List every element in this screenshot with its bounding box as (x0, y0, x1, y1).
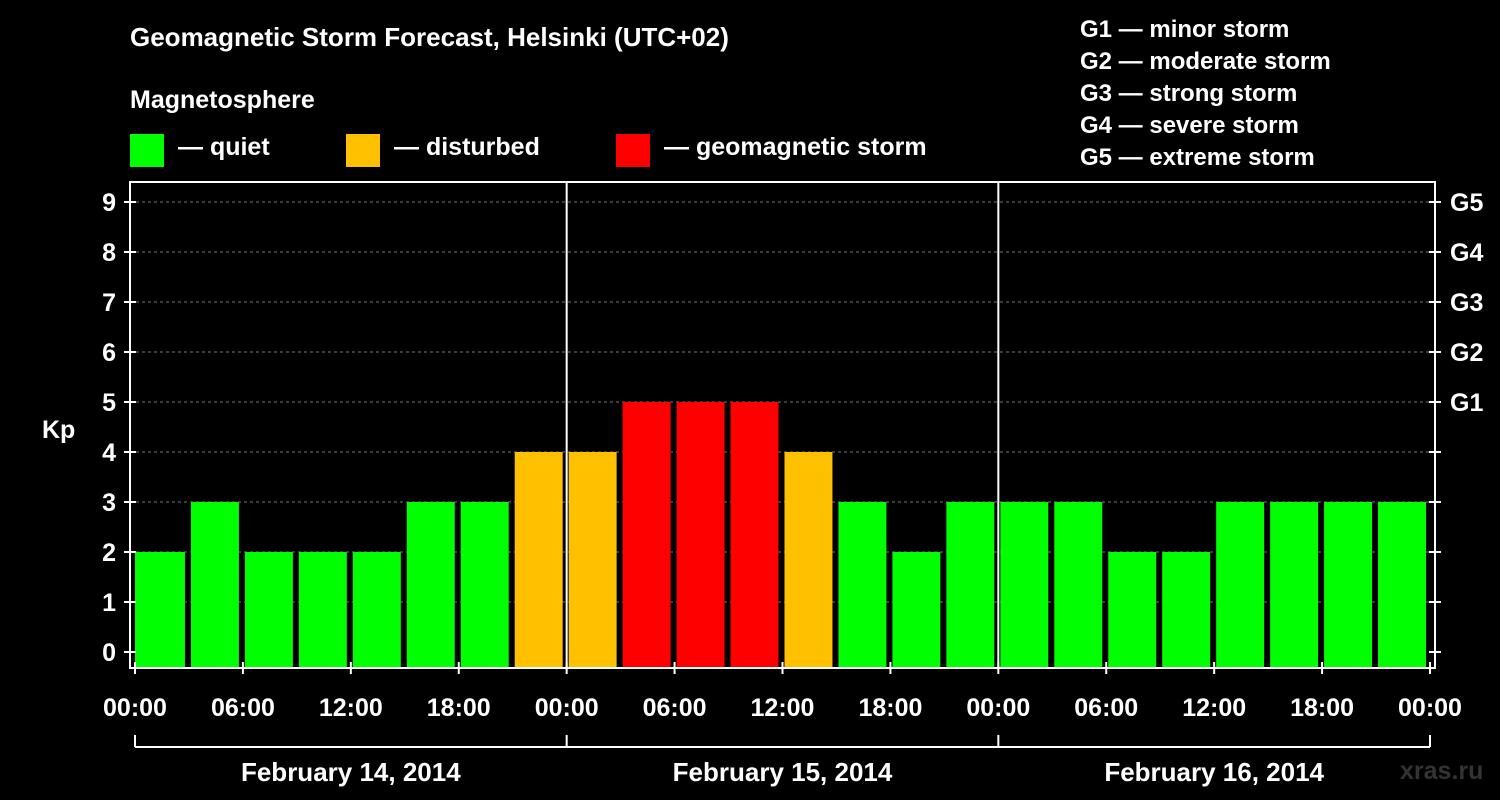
bar-13 (838, 502, 887, 668)
day-label-0: February 14, 2014 (241, 757, 461, 787)
bar-5 (406, 502, 455, 668)
x-tick-label-8: 00:00 (966, 694, 1030, 722)
storm-scale-g1: G1 — minor storm (1080, 16, 1290, 43)
bar-3 (298, 552, 347, 668)
x-tick-label-4: 00:00 (535, 694, 599, 722)
x-tick-label-3: 18:00 (427, 694, 491, 722)
right-axis-label-g4: G4 (1450, 239, 1483, 267)
right-axis-label-g5: G5 (1450, 189, 1483, 217)
bar-22 (1324, 502, 1373, 668)
x-tick-label-10: 12:00 (1182, 694, 1246, 722)
y-tick-label-5: 5 (102, 389, 116, 417)
y-tick-label-3: 3 (102, 489, 116, 517)
x-tick-label-11: 18:00 (1290, 694, 1354, 722)
y-tick-label-7: 7 (102, 289, 116, 317)
bar-11 (730, 402, 779, 668)
bar-8 (568, 452, 617, 668)
x-tick-label-2: 12:00 (319, 694, 383, 722)
bar-19 (1162, 552, 1211, 668)
x-tick-label-7: 18:00 (858, 694, 922, 722)
x-tick-label-0: 00:00 (103, 694, 167, 722)
bar-16 (1000, 502, 1049, 668)
bar-21 (1270, 502, 1319, 668)
bar-18 (1108, 552, 1157, 668)
bar-20 (1216, 502, 1265, 668)
day-label-2: February 16, 2014 (1104, 757, 1324, 787)
legend-title: Magnetosphere (130, 86, 315, 114)
chart-title: Geomagnetic Storm Forecast, Helsinki (UT… (130, 22, 729, 52)
legend-label-storm: — geomagnetic storm (664, 133, 927, 161)
right-axis-label-g2: G2 (1450, 339, 1483, 367)
storm-scale-g2: G2 — moderate storm (1080, 48, 1331, 75)
y-axis-label: Kp (42, 416, 75, 444)
y-tick-label-2: 2 (102, 539, 116, 567)
bar-0 (135, 552, 185, 668)
watermark: xras.ru (1400, 757, 1484, 785)
legend-swatch-quiet (130, 134, 164, 167)
bar-7 (514, 452, 563, 668)
bar-2 (244, 552, 293, 668)
y-tick-label-0: 0 (102, 639, 116, 667)
x-tick-label-5: 06:00 (643, 694, 707, 722)
y-tick-label-1: 1 (102, 589, 116, 617)
y-tick-label-9: 9 (102, 189, 116, 217)
x-tick-label-12: 00:00 (1398, 694, 1462, 722)
legend-label-quiet: — quiet (178, 133, 270, 161)
bar-14 (892, 552, 941, 668)
bar-6 (460, 502, 509, 668)
y-tick-label-8: 8 (102, 239, 116, 267)
bar-12 (784, 452, 833, 668)
legend-swatch-disturbed (346, 134, 380, 167)
storm-scale-g4: G4 — severe storm (1080, 112, 1299, 139)
storm-scale-g3: G3 — strong storm (1080, 80, 1298, 107)
right-axis-label-g3: G3 (1450, 289, 1483, 317)
bar-10 (676, 402, 725, 668)
bar-17 (1054, 502, 1103, 668)
y-tick-label-4: 4 (102, 439, 116, 467)
x-tick-label-9: 06:00 (1074, 694, 1138, 722)
storm-scale-g5: G5 — extreme storm (1080, 144, 1315, 171)
legend-swatch-storm (616, 134, 650, 167)
x-tick-label-1: 06:00 (211, 694, 275, 722)
bar-9 (622, 402, 671, 668)
day-label-1: February 15, 2014 (673, 757, 893, 787)
bar-23 (1378, 502, 1426, 668)
bar-4 (352, 552, 401, 668)
right-axis-label-g1: G1 (1450, 389, 1483, 417)
y-tick-label-6: 6 (102, 339, 116, 367)
legend-label-disturbed: — disturbed (394, 133, 540, 161)
bar-1 (190, 502, 239, 668)
bar-15 (946, 502, 995, 668)
x-tick-label-6: 12:00 (751, 694, 815, 722)
